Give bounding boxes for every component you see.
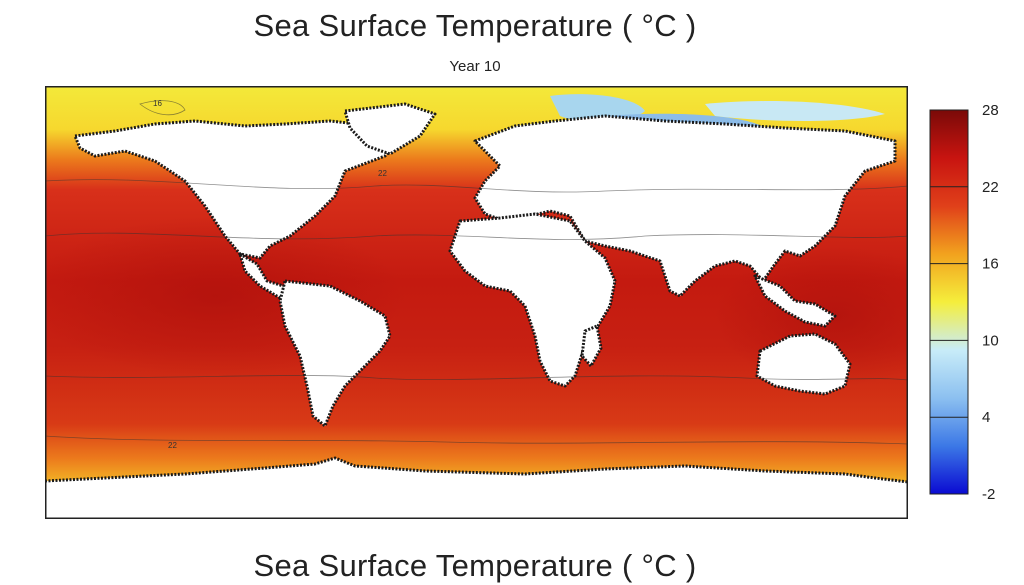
colorbar-scale (929, 109, 969, 495)
colorbar-tick-label: -2 (982, 486, 995, 503)
colorbar-tick-label: 10 (982, 332, 999, 349)
antarctica-landmass (45, 456, 908, 519)
chart-subtitle: Year 10 (449, 58, 501, 75)
colorbar: 28 22 16 10 4 -2 (929, 104, 999, 503)
colorbar-tick-label: 16 (982, 256, 999, 273)
north-america-landmass (73, 119, 407, 260)
madagascar-landmass (580, 324, 603, 368)
contour-label: 22 (378, 169, 387, 178)
sst-map: 16 22 22 (45, 86, 908, 519)
colorbar-ticks: 28 22 16 10 4 -2 (930, 104, 999, 503)
southeast-asia-islands (753, 274, 837, 328)
south-america-landmass (278, 279, 392, 428)
contour-label: 22 (168, 441, 177, 450)
contour-label: 16 (153, 99, 162, 108)
colorbar-tick-label: 28 (982, 104, 999, 119)
contour-lines (45, 100, 908, 445)
africa-landmass (448, 212, 617, 388)
colorbar-tick-label: 4 (982, 409, 990, 426)
bottom-title: Sea Surface Temperature ( °C ) (253, 548, 697, 583)
continents (45, 102, 908, 519)
map-frame (45, 86, 908, 519)
chart-title: Sea Surface Temperature ( °C ) (253, 8, 697, 43)
greenland-landmass (343, 102, 437, 156)
colorbar-tick-label: 22 (982, 179, 999, 196)
